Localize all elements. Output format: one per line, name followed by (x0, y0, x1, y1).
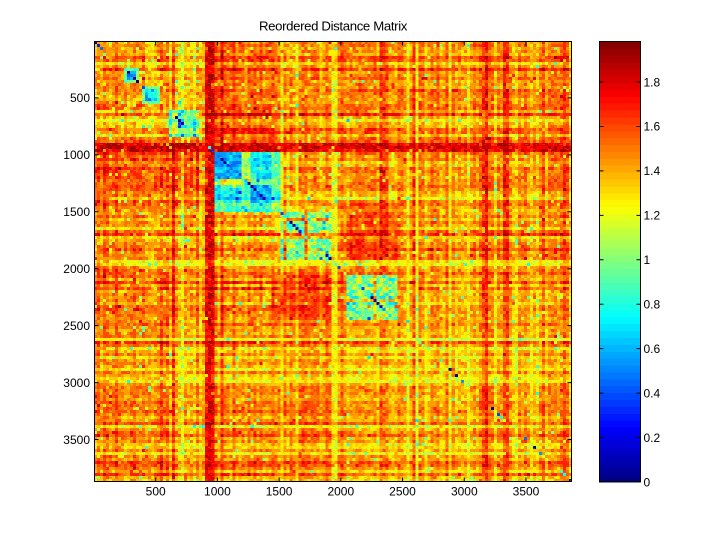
svg-text:500: 500 (146, 484, 166, 498)
svg-text:3000: 3000 (451, 484, 478, 498)
svg-text:1: 1 (644, 253, 651, 267)
svg-text:1500: 1500 (266, 484, 293, 498)
svg-text:Reordered Distance Matrix: Reordered Distance Matrix (259, 19, 408, 34)
svg-text:1.4: 1.4 (644, 164, 661, 178)
svg-text:0: 0 (644, 475, 651, 489)
svg-text:0.8: 0.8 (644, 298, 661, 312)
svg-text:2500: 2500 (389, 484, 416, 498)
svg-text:0.6: 0.6 (644, 342, 661, 356)
svg-text:2500: 2500 (63, 319, 90, 333)
svg-text:1.8: 1.8 (644, 75, 661, 89)
svg-text:500: 500 (70, 91, 90, 105)
svg-text:1000: 1000 (204, 484, 231, 498)
svg-text:3500: 3500 (513, 484, 540, 498)
svg-text:0.4: 0.4 (644, 386, 661, 400)
svg-text:3000: 3000 (63, 376, 90, 390)
svg-text:0.2: 0.2 (644, 431, 661, 445)
svg-text:2000: 2000 (63, 262, 90, 276)
svg-text:1.6: 1.6 (644, 120, 661, 134)
svg-text:3500: 3500 (63, 433, 90, 447)
svg-text:1500: 1500 (63, 205, 90, 219)
svg-text:2000: 2000 (327, 484, 354, 498)
svg-text:1000: 1000 (63, 148, 90, 162)
svg-text:1.2: 1.2 (644, 209, 661, 223)
